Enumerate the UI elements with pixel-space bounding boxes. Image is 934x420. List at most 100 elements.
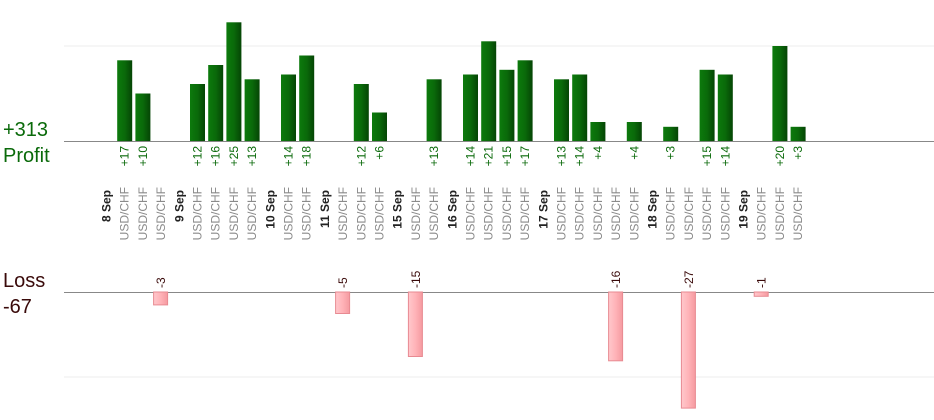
pair-label-3-0: USD/CHF bbox=[336, 187, 350, 240]
loss-bar-0-2 bbox=[153, 291, 169, 306]
pair-label-4-1: USD/CHF bbox=[427, 187, 441, 240]
profit-value-1-1: +16 bbox=[209, 146, 223, 167]
pair-label-7-2: USD/CHF bbox=[700, 187, 714, 240]
date-label-6: 17 Sep bbox=[536, 190, 550, 229]
profit-value-6-2: +4 bbox=[591, 146, 605, 160]
profit-bar-6-1 bbox=[572, 74, 588, 141]
profit-value-5-1: +21 bbox=[482, 146, 496, 167]
pair-label-7-3: USD/CHF bbox=[718, 187, 732, 240]
profit-value-6-4: +4 bbox=[627, 146, 641, 160]
loss-bar-4-0 bbox=[407, 291, 423, 357]
date-label-0: 8 Sep bbox=[100, 190, 114, 222]
profit-value-1-3: +13 bbox=[245, 146, 259, 167]
loss-total: -67 bbox=[3, 296, 32, 318]
pair-label-8-1: USD/CHF bbox=[773, 187, 787, 240]
date-label-1: 9 Sep bbox=[172, 190, 186, 222]
profit-label: Profit bbox=[3, 145, 50, 167]
profit-bar-1-0 bbox=[190, 84, 205, 141]
loss-value-0-2: -3 bbox=[154, 277, 168, 288]
bars-layer bbox=[117, 22, 806, 409]
pair-label-1-3: USD/CHF bbox=[245, 187, 259, 240]
profit-bar-7-2 bbox=[699, 69, 715, 142]
pair-label-0-0: USD/CHF bbox=[118, 187, 132, 240]
profit-bar-2-1 bbox=[299, 55, 315, 141]
pair-label-6-0: USD/CHF bbox=[555, 187, 569, 240]
pair-label-1-0: USD/CHF bbox=[191, 187, 205, 240]
loss-value-6-3: -16 bbox=[609, 270, 623, 288]
profit-bar-5-0 bbox=[463, 74, 478, 141]
profit-bar-7-0 bbox=[663, 126, 679, 142]
labels-layer: 8 Sep USD/CHF +17 USD/CHF +10 USD/CHF -3 9 Sep U… bbox=[100, 146, 806, 288]
profit-bar-4-1 bbox=[426, 79, 442, 142]
profit-value-8-1: +20 bbox=[773, 146, 787, 167]
profit-bar-2-0 bbox=[281, 74, 296, 141]
profit-value-3-1: +12 bbox=[354, 146, 368, 167]
profit-value-8-2: +3 bbox=[791, 146, 805, 160]
date-label-7: 18 Sep bbox=[646, 190, 660, 229]
pair-label-2-1: USD/CHF bbox=[300, 187, 314, 240]
loss-label: Loss bbox=[3, 270, 46, 292]
profit-value-5-2: +15 bbox=[500, 146, 514, 167]
profit-value-7-2: +15 bbox=[700, 146, 714, 167]
profit-bar-7-3 bbox=[717, 74, 733, 141]
pair-label-5-3: USD/CHF bbox=[518, 187, 532, 240]
pair-label-8-2: USD/CHF bbox=[791, 187, 805, 240]
profit-bar-6-0 bbox=[554, 79, 569, 142]
pair-label-3-1: USD/CHF bbox=[354, 187, 368, 240]
loss-value-3-0: -5 bbox=[336, 277, 350, 288]
pair-label-6-4: USD/CHF bbox=[627, 187, 641, 240]
pair-label-6-1: USD/CHF bbox=[573, 187, 587, 240]
profit-bar-8-1 bbox=[772, 46, 788, 141]
profit-value-3-2: +6 bbox=[373, 146, 387, 160]
pair-label-8-0: USD/CHF bbox=[755, 187, 769, 240]
profit-value-6-1: +14 bbox=[573, 146, 587, 167]
profit-bar-6-2 bbox=[590, 122, 606, 141]
profit-bar-1-2 bbox=[226, 22, 242, 142]
profit-value-7-3: +14 bbox=[718, 146, 732, 167]
pair-label-5-1: USD/CHF bbox=[482, 187, 496, 240]
profit-bar-5-3 bbox=[517, 60, 533, 142]
profit-bar-0-0 bbox=[117, 60, 133, 142]
pair-label-6-2: USD/CHF bbox=[591, 187, 605, 240]
pair-label-7-0: USD/CHF bbox=[664, 187, 678, 240]
loss-bar-7-1 bbox=[680, 291, 696, 409]
pair-label-5-0: USD/CHF bbox=[464, 187, 478, 240]
loss-value-4-0: -15 bbox=[409, 270, 423, 288]
profit-value-4-1: +13 bbox=[427, 146, 441, 167]
profit-bar-6-4 bbox=[626, 122, 642, 141]
pair-label-1-2: USD/CHF bbox=[227, 187, 241, 240]
pair-label-7-1: USD/CHF bbox=[682, 187, 696, 240]
profit-bar-3-2 bbox=[372, 112, 387, 141]
profit-bar-1-3 bbox=[244, 79, 260, 142]
date-label-2: 10 Sep bbox=[263, 190, 277, 229]
date-label-3: 11 Sep bbox=[318, 190, 332, 228]
pair-label-5-2: USD/CHF bbox=[500, 187, 514, 240]
profit-value-5-0: +14 bbox=[464, 146, 478, 167]
date-label-5: 16 Sep bbox=[445, 190, 459, 229]
profit-bar-5-2 bbox=[499, 69, 515, 142]
pair-label-6-3: USD/CHF bbox=[609, 187, 623, 240]
profit-bar-3-1 bbox=[353, 84, 369, 141]
profit-value-1-0: +12 bbox=[191, 146, 205, 167]
loss-bar-8-0 bbox=[753, 291, 769, 297]
loss-bar-6-3 bbox=[608, 291, 624, 362]
profit-value-5-3: +17 bbox=[518, 146, 532, 167]
profit-bar-1-1 bbox=[208, 65, 224, 141]
profit-value-0-0: +17 bbox=[118, 146, 132, 167]
profit-value-1-2: +25 bbox=[227, 146, 241, 167]
profit-total: +313 bbox=[3, 119, 49, 141]
pair-label-2-0: USD/CHF bbox=[282, 187, 296, 240]
date-label-8: 19 Sep bbox=[737, 190, 751, 229]
loss-value-8-0: -1 bbox=[755, 277, 769, 288]
loss-bar-3-0 bbox=[335, 291, 351, 314]
profit-bar-8-2 bbox=[790, 126, 806, 142]
profit-bar-0-1 bbox=[135, 93, 151, 141]
pair-label-0-1: USD/CHF bbox=[136, 187, 150, 240]
profit-bar-5-1 bbox=[481, 41, 497, 142]
pair-label-4-0: USD/CHF bbox=[409, 187, 423, 240]
loss-value-7-1: -27 bbox=[682, 270, 696, 288]
pair-label-1-1: USD/CHF bbox=[209, 187, 223, 240]
pair-label-0-2: USD/CHF bbox=[154, 187, 168, 240]
profit-value-2-1: +18 bbox=[300, 146, 314, 167]
date-label-4: 15 Sep bbox=[391, 190, 405, 229]
